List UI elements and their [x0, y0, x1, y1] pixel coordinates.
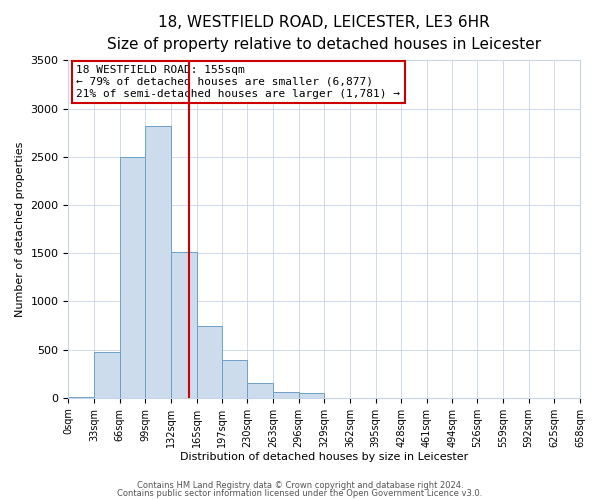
Bar	[221, 360, 247, 398]
X-axis label: Distribution of detached houses by size in Leicester: Distribution of detached houses by size …	[180, 452, 469, 462]
Bar	[94, 352, 120, 398]
Bar	[197, 326, 221, 398]
Text: Contains HM Land Registry data © Crown copyright and database right 2024.: Contains HM Land Registry data © Crown c…	[137, 481, 463, 490]
Bar	[145, 126, 171, 398]
Bar	[68, 397, 94, 398]
Text: 18 WESTFIELD ROAD: 155sqm
← 79% of detached houses are smaller (6,877)
21% of se: 18 WESTFIELD ROAD: 155sqm ← 79% of detac…	[76, 66, 400, 98]
Text: Contains public sector information licensed under the Open Government Licence v3: Contains public sector information licen…	[118, 488, 482, 498]
Bar	[171, 252, 197, 398]
Bar	[299, 393, 324, 398]
Bar	[247, 384, 273, 398]
Bar	[120, 157, 145, 398]
Title: 18, WESTFIELD ROAD, LEICESTER, LE3 6HR
Size of property relative to detached hou: 18, WESTFIELD ROAD, LEICESTER, LE3 6HR S…	[107, 15, 541, 52]
Y-axis label: Number of detached properties: Number of detached properties	[15, 142, 25, 317]
Bar	[273, 392, 299, 398]
